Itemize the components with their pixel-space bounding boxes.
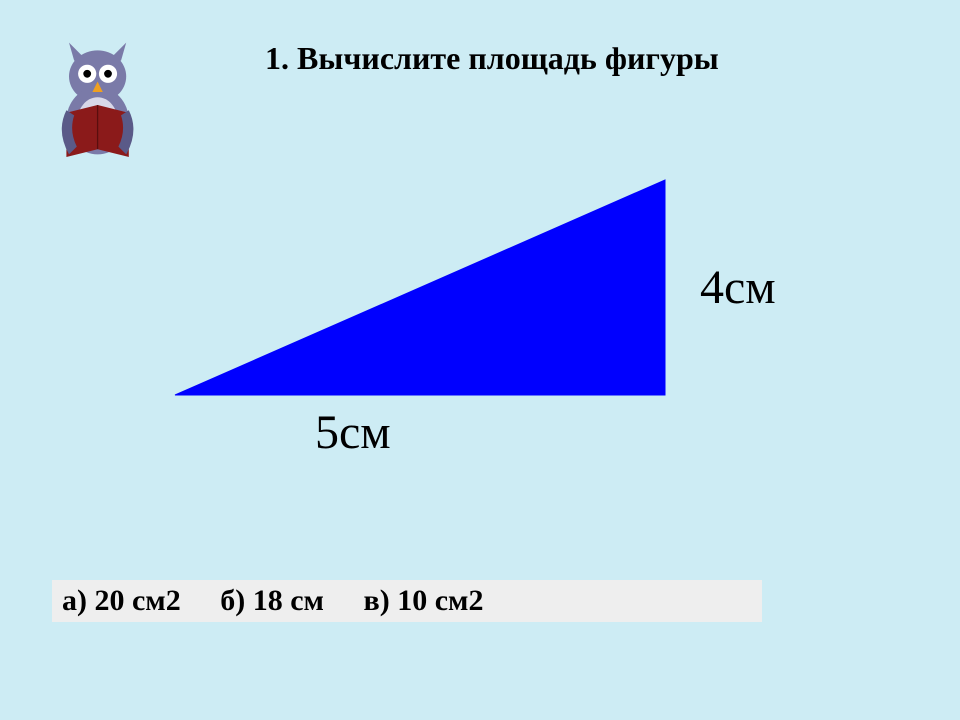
answer-options: а) 20 см2 б) 18 см в) 10 см2 [52,580,762,622]
triangle-height-label: 4см [700,260,776,315]
answer-option-c: в) 10 см2 [364,584,484,617]
triangle-shape [175,180,665,395]
answer-option-b: б) 18 см [220,584,324,617]
answer-option-a: а) 20 см2 [62,584,181,617]
triangle-base-label: 5см [315,405,391,460]
